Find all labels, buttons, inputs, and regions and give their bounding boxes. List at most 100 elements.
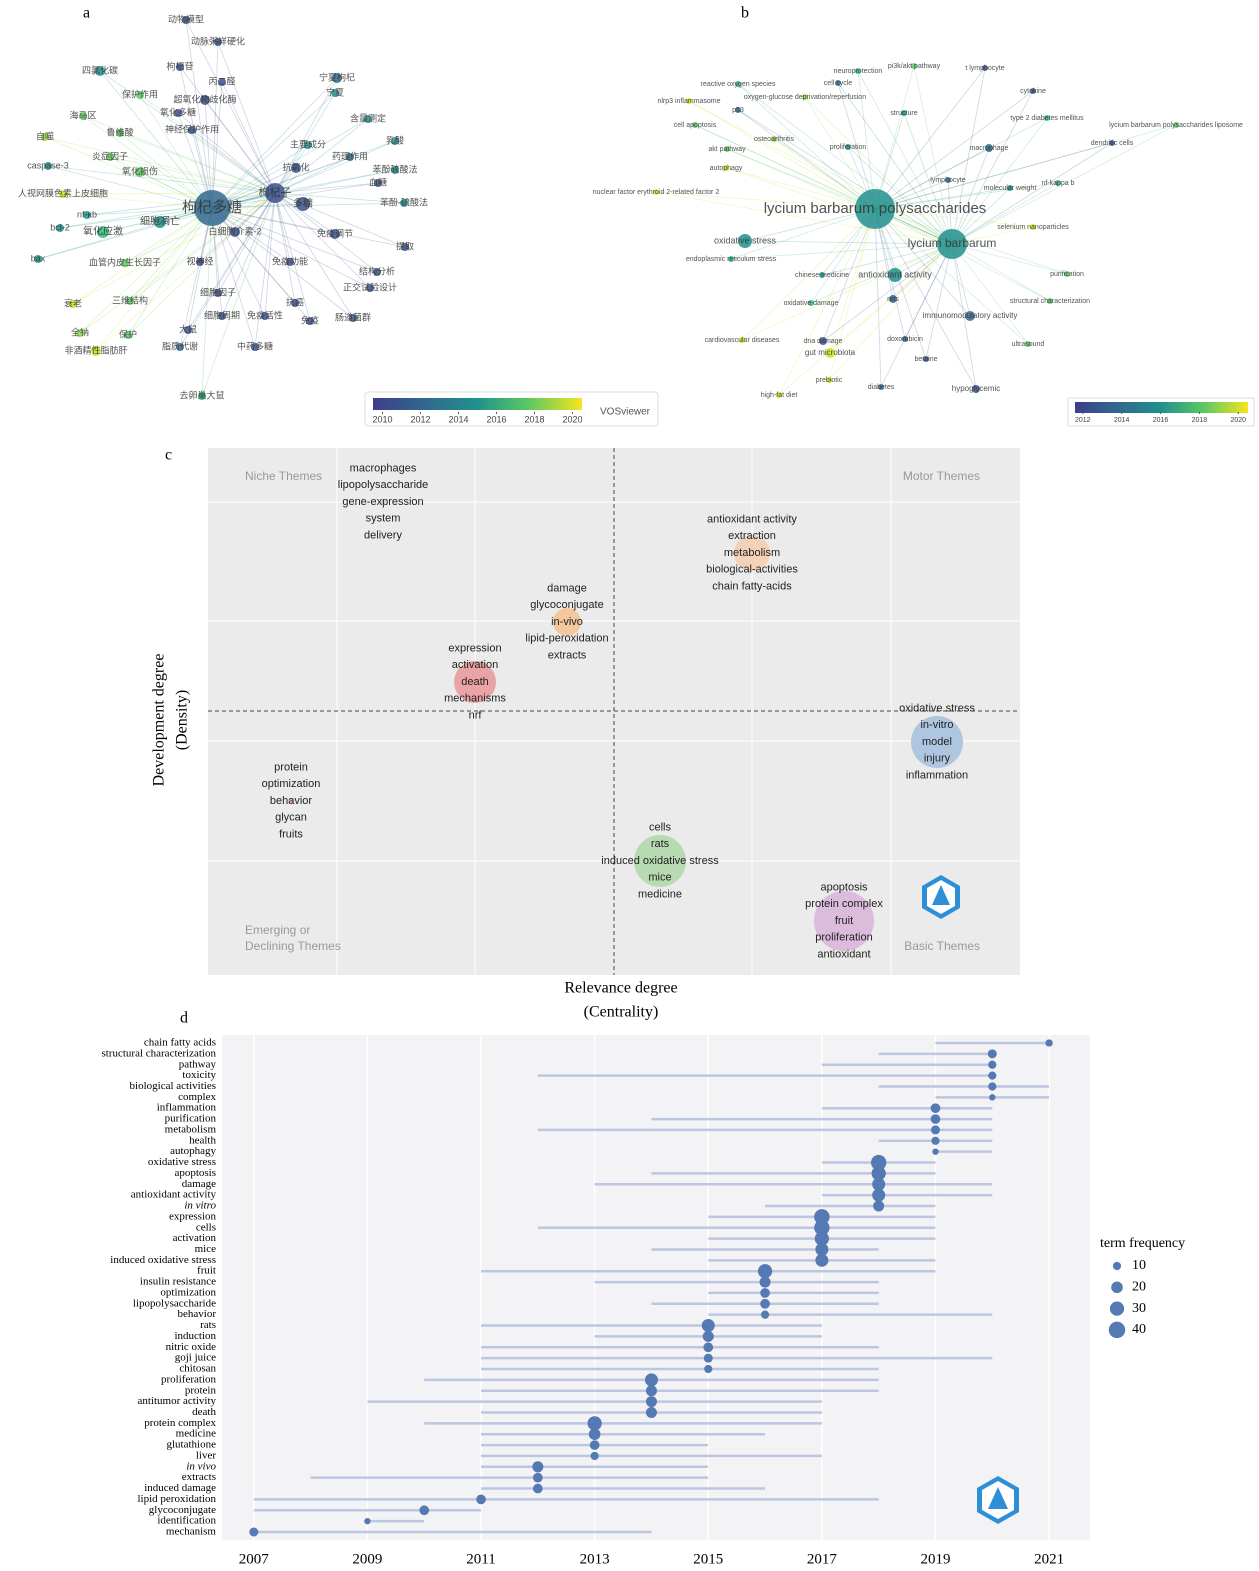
edge (204, 99, 276, 194)
edge (211, 156, 351, 209)
edge (828, 208, 876, 381)
y-tick-label: purification (165, 1113, 217, 1125)
dot (645, 1396, 657, 1408)
edge (857, 70, 876, 210)
cluster-term: antioxidant activity (707, 514, 797, 526)
node-label: pi3k/akt pathway (888, 63, 941, 70)
dot (814, 1209, 830, 1225)
network-b: neuroprotection pi3k/akt pathway t lymphoc… (593, 63, 1243, 399)
node-label: 神经保护作用 (165, 123, 219, 134)
node (136, 91, 144, 99)
y-tick-label: chitosan (179, 1363, 216, 1375)
edge (86, 207, 213, 216)
edge (211, 207, 354, 319)
quadrant-label: Niche Themes (245, 469, 322, 483)
plot-background (222, 1035, 1090, 1540)
colorbar (373, 398, 582, 410)
x-axis-label: Relevance degree (564, 980, 677, 997)
edge (951, 243, 977, 390)
node-label: 动脉粥样硬化 (191, 35, 245, 46)
edge (211, 182, 379, 209)
node (855, 189, 895, 229)
edge (874, 65, 915, 210)
node (401, 243, 409, 251)
edge (741, 208, 876, 341)
cluster-term: rats (651, 838, 670, 850)
cluster-bubble (911, 716, 963, 768)
node-label: neuroprotection (834, 68, 883, 75)
cluster-term: fruit (835, 915, 853, 927)
edge (725, 167, 876, 210)
node-label: osteoarthritis (754, 136, 795, 143)
edge (274, 77, 338, 194)
edge (177, 112, 276, 194)
colorbar-tick-label: 2018 (524, 414, 544, 424)
y-tick-label: complex (178, 1091, 216, 1103)
y-tick-label: fruit (197, 1265, 216, 1277)
dot (1045, 1039, 1053, 1047)
node (985, 144, 993, 152)
y-tick-label: mechanism (166, 1526, 217, 1538)
node-label: gut microbiota (805, 348, 856, 357)
node-label: 细胞周期 (204, 309, 240, 320)
cluster-term: lipid-peroxidation (525, 633, 608, 645)
dot (760, 1288, 770, 1298)
legend-label: 40 (1132, 1322, 1146, 1337)
dot (532, 1483, 543, 1494)
edge (778, 208, 876, 396)
thematic-map: Niche Themes Motor Themes Emerging or Decli… (151, 448, 1020, 1021)
node-label: oxidative stress (714, 235, 777, 245)
edge (185, 19, 276, 194)
edge (211, 77, 338, 209)
edge (822, 243, 953, 342)
edge (874, 187, 1011, 210)
edge (737, 83, 876, 210)
node-label: 含量测定 (350, 112, 386, 123)
node (59, 190, 67, 198)
node-label: structure (890, 110, 917, 117)
node-label: nlrp3 inflammasome (657, 98, 720, 105)
colorbar-tick-label: 2016 (1153, 417, 1169, 424)
cluster-term: inflammation (906, 769, 968, 781)
node-label: 人视网膜色素上皮细胞 (18, 187, 108, 198)
y-tick-label: rats (200, 1319, 216, 1331)
edge (904, 243, 953, 340)
node (124, 331, 132, 339)
node (826, 377, 832, 383)
y-tick-label: medicine (176, 1428, 216, 1440)
y-tick-label: protein complex (144, 1417, 216, 1429)
y-tick-label: expression (169, 1210, 217, 1222)
quadrant-label: Basic Themes (904, 939, 980, 953)
edge (37, 207, 213, 260)
edge (951, 142, 1113, 245)
node-label: caspase-3 (27, 160, 69, 170)
node (79, 112, 87, 120)
node (126, 297, 134, 305)
cluster-term: biological-activities (706, 564, 798, 576)
dot (589, 1440, 600, 1450)
legend-dot (1109, 1301, 1125, 1316)
node (69, 300, 77, 308)
edge (951, 243, 1068, 275)
cluster-term: oxidative stress (899, 703, 975, 715)
node (56, 224, 64, 232)
cluster-bubble (814, 891, 874, 951)
node (1173, 122, 1179, 128)
dot (759, 1276, 771, 1288)
y-tick-label: in vitro (184, 1200, 216, 1212)
node-label: 炎症因子 (92, 150, 128, 161)
dot (988, 1060, 997, 1069)
node (200, 95, 210, 105)
node-label: 保护作用 (122, 88, 158, 99)
edge (62, 193, 213, 209)
node-label: 细胞凋亡 (140, 215, 180, 228)
dot (815, 1253, 829, 1267)
node-label: 大鼠 (179, 323, 197, 334)
cluster-term: cells (649, 822, 672, 834)
edge (804, 96, 953, 245)
edge (725, 167, 953, 245)
edge (874, 182, 1059, 210)
node (982, 65, 988, 71)
node-label: hypoglycemic (952, 384, 1000, 393)
